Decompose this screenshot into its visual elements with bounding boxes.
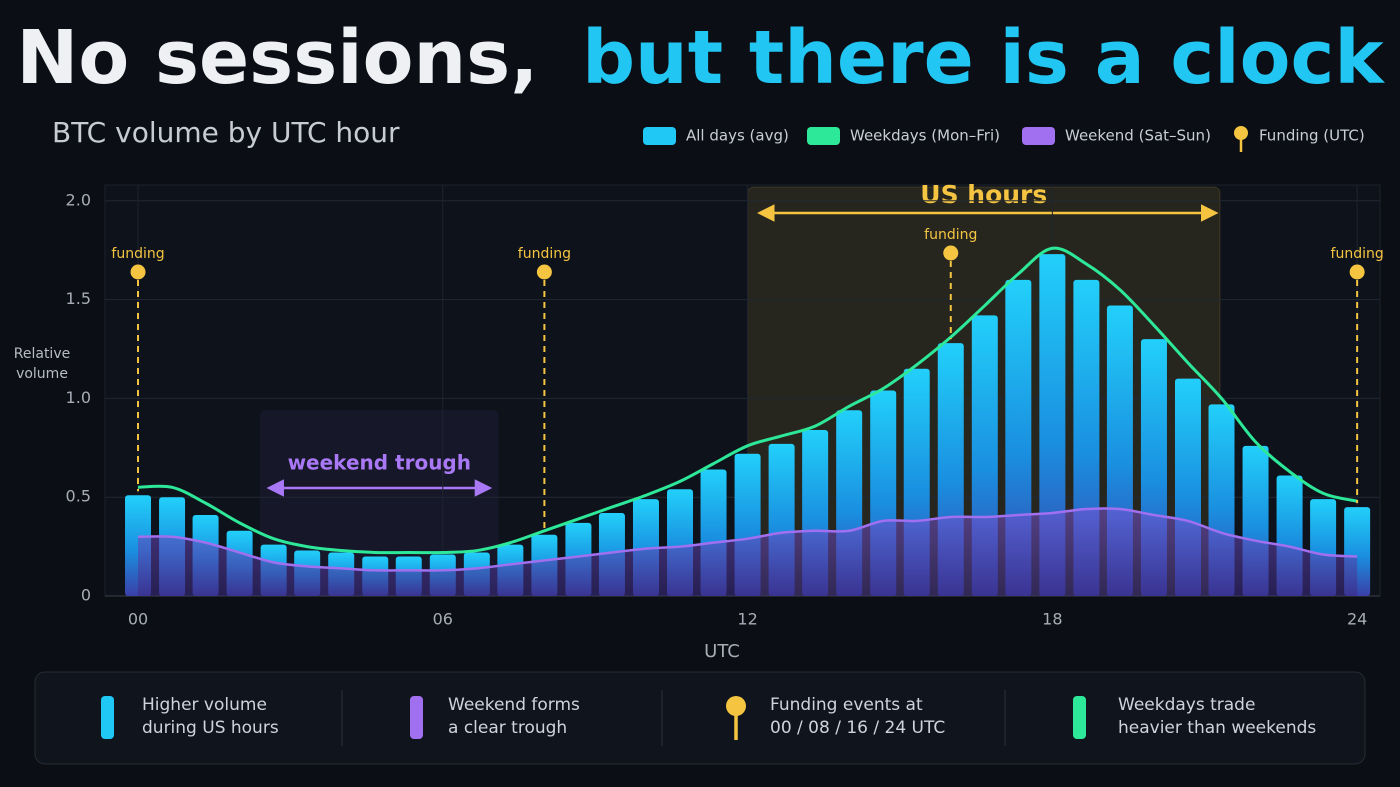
funding-label: funding [1331,246,1384,262]
y-tick-label: 1.0 [66,388,91,407]
y-axis-label: volume [16,366,68,382]
x-tick-label: 06 [433,610,453,629]
x-axis-label: UTC [704,641,740,662]
legend-label: All days (avg) [686,127,789,145]
title-part: No sessions, [16,15,538,101]
notes-panel [34,671,1366,765]
note-text: Funding events at [770,695,923,715]
note-icon [410,696,423,739]
x-tick-label: 18 [1042,610,1062,629]
x-tick-label: 24 [1347,610,1367,629]
note-text: Higher volume [142,695,267,715]
y-tick-label: 1.5 [66,289,91,308]
subtitle: BTC volume by UTC hour [52,116,400,149]
legend-swatch [643,127,676,145]
note-text: Weekend forms [448,695,580,715]
line [138,507,1358,572]
note-text: during US hours [142,718,279,738]
funding-label: funding [924,227,977,243]
title-part: but there is a clock [582,15,1385,101]
x-tick-label: 12 [737,610,757,629]
legend-label: Weekend (Sat–Sun) [1065,127,1211,145]
legend-swatch [807,127,840,145]
region-label: US hours [920,180,1047,209]
funding-pin [536,264,552,280]
legend-label: Weekdays (Mon–Fri) [850,127,1000,145]
legend-swatch [1022,127,1055,145]
area [138,508,1358,596]
funding-label: funding [518,246,571,262]
note-icon [101,696,114,739]
region-label: weekend trough [288,451,471,475]
y-tick-label: 0 [81,586,91,605]
note-icon [726,696,746,716]
funding-pin [130,264,146,280]
note-text: heavier than weekends [1118,718,1316,738]
y-tick-label: 2.0 [66,190,91,209]
y-tick-label: 0.5 [66,487,91,506]
funding-label: funding [111,246,164,262]
funding-pin [1349,264,1365,280]
note-text: a clear trough [448,718,567,738]
note-text: Weekdays trade [1118,695,1255,715]
note-icon [1073,696,1086,739]
legend-label: Funding (UTC) [1259,127,1365,145]
line [137,246,1358,555]
bar [1039,254,1066,596]
y-axis-label: Relative [14,346,70,362]
funding-pin [943,245,959,261]
chart-title: No sessions, but there is a clock [16,15,1385,101]
note-text: 00 / 08 / 16 / 24 UTC [770,718,945,738]
x-tick-label: 00 [128,610,148,629]
legend-pin [1234,126,1248,140]
